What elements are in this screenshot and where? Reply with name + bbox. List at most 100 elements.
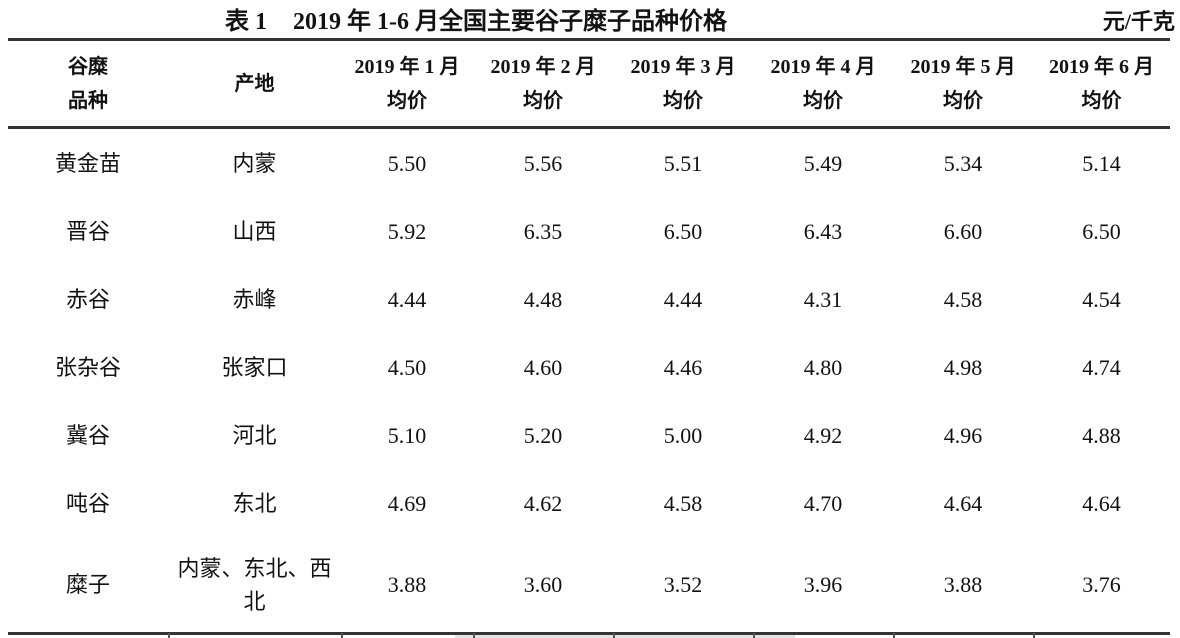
table-caption-bar: 表 1 2019 年 1-6 月全国主要谷子糜子品种价格 元/千克 [0, 5, 1180, 39]
rule-joint-tick [893, 633, 895, 638]
price-cell: 4.58 [663, 490, 703, 516]
table-row: 吨谷 东北 4.69 4.62 4.58 4.70 4.64 4.64 [8, 469, 1170, 537]
col-header-month-1: 2019 年 1 月 均价 [341, 40, 473, 128]
col-header-month-6-line1: 2019 年 6 月 [1049, 55, 1154, 78]
origin-cell: 内蒙 [232, 150, 277, 176]
price-cell: 3.52 [663, 572, 703, 597]
col-header-month-2-line2: 均价 [523, 89, 563, 112]
variety-cell: 晋谷 [65, 218, 110, 244]
price-cell: 3.96 [803, 572, 843, 597]
price-cell: 4.58 [943, 286, 983, 312]
price-cell: 4.48 [523, 286, 563, 312]
header-row: 谷糜 品种 产地 2019 年 1 月 均价 2019 年 2 月 均价 201… [8, 40, 1170, 128]
variety-cell: 吨谷 [65, 490, 110, 516]
origin-cell: 东北 [232, 490, 277, 516]
price-cell: 4.64 [943, 490, 983, 516]
variety-cell: 糜子 [65, 572, 110, 597]
price-cell: 5.20 [523, 422, 563, 448]
table-row: 晋谷 山西 5.92 6.35 6.50 6.43 6.60 6.50 [8, 197, 1170, 265]
table-row: 黄金苗 内蒙 5.50 5.56 5.51 5.49 5.34 5.14 [8, 128, 1170, 198]
price-cell: 5.56 [523, 150, 563, 176]
price-cell: 4.44 [387, 286, 427, 312]
rule-joint-tick [168, 633, 170, 638]
price-cell: 6.50 [1082, 218, 1121, 244]
table-row: 冀谷 河北 5.10 5.20 5.00 4.92 4.96 4.88 [8, 401, 1170, 469]
price-cell: 5.34 [943, 150, 983, 176]
col-header-variety-line2: 品种 [68, 89, 108, 112]
col-header-month-3: 2019 年 3 月 均价 [613, 40, 753, 128]
price-cell: 5.50 [387, 150, 427, 176]
col-header-month-6: 2019 年 6 月 均价 [1033, 40, 1170, 128]
scan-artifact-band [455, 635, 795, 638]
origin-cell: 山西 [232, 218, 277, 244]
price-cell: 3.88 [943, 572, 983, 597]
price-cell: 4.64 [1082, 490, 1121, 516]
col-header-month-3-line2: 均价 [663, 89, 703, 112]
price-cell: 4.46 [663, 354, 703, 380]
price-cell: 4.60 [523, 354, 563, 380]
price-cell: 4.80 [803, 354, 843, 380]
rule-joint-tick [1033, 633, 1035, 638]
col-header-month-5-line2: 均价 [943, 89, 983, 112]
variety-cell: 张杂谷 [54, 354, 121, 380]
table-title-text: 2019 年 1-6 月全国主要谷子糜子品种价格 [293, 9, 727, 35]
price-cell: 3.60 [523, 572, 563, 597]
price-cell: 4.31 [803, 286, 843, 312]
table-row: 赤谷 赤峰 4.44 4.48 4.44 4.31 4.58 4.54 [8, 265, 1170, 333]
price-cell: 5.51 [663, 150, 703, 176]
price-cell: 4.62 [523, 490, 563, 516]
rule-joint-tick [613, 633, 615, 638]
col-header-month-3-line1: 2019 年 3 月 [630, 55, 736, 78]
unit-label: 元/千克 [1102, 9, 1175, 34]
price-cell: 4.74 [1082, 354, 1121, 380]
price-cell: 5.14 [1082, 150, 1121, 176]
variety-cell: 赤谷 [65, 286, 110, 312]
origin-cell: 河北 [232, 422, 277, 448]
table-header: 谷糜 品种 产地 2019 年 1 月 均价 2019 年 2 月 均价 201… [8, 40, 1170, 128]
col-header-variety: 谷糜 品种 [8, 40, 168, 128]
variety-cell: 黄金苗 [54, 150, 121, 176]
price-cell: 4.88 [1082, 422, 1121, 448]
col-header-month-5: 2019 年 5 月 均价 [893, 40, 1033, 128]
price-cell: 4.70 [803, 490, 843, 516]
table-title: 表 1 2019 年 1-6 月全国主要谷子糜子品种价格 [225, 5, 727, 39]
rule-joint-tick [753, 633, 755, 638]
col-header-month-5-line1: 2019 年 5 月 [910, 55, 1016, 78]
price-cell: 4.92 [803, 422, 843, 448]
col-header-variety-line1: 谷糜 [68, 55, 108, 78]
rule-joint-tick [341, 633, 343, 638]
price-table: 谷糜 品种 产地 2019 年 1 月 均价 2019 年 2 月 均价 201… [8, 38, 1170, 635]
price-cell: 4.44 [663, 286, 703, 312]
price-cell: 4.54 [1082, 286, 1121, 312]
price-cell: 5.10 [387, 422, 427, 448]
rule-joint-tick [473, 633, 475, 638]
price-cell: 6.50 [663, 218, 703, 244]
col-header-month-1-line2: 均价 [387, 89, 427, 112]
col-header-month-2: 2019 年 2 月 均价 [473, 40, 613, 128]
col-header-month-6-line2: 均价 [1081, 89, 1122, 112]
origin-cell: 赤峰 [232, 286, 277, 312]
col-header-month-2-line1: 2019 年 2 月 [490, 55, 596, 78]
price-cell: 6.60 [943, 218, 983, 244]
price-cell: 3.76 [1082, 572, 1121, 597]
price-cell: 4.69 [387, 490, 427, 516]
price-cell: 5.49 [803, 150, 843, 176]
price-cell: 4.98 [943, 354, 983, 380]
origin-cell: 张家口 [221, 354, 288, 380]
table-number-label: 表 1 [225, 9, 267, 35]
col-header-month-4: 2019 年 4 月 均价 [753, 40, 893, 128]
price-cell: 5.00 [663, 422, 703, 448]
col-header-origin: 产地 [234, 72, 275, 95]
price-cell: 6.35 [523, 218, 563, 244]
variety-cell: 冀谷 [65, 422, 110, 448]
table-body: 黄金苗 内蒙 5.50 5.56 5.51 5.49 5.34 5.14 晋谷 … [8, 128, 1170, 634]
price-cell: 5.92 [387, 218, 427, 244]
price-cell: 3.88 [387, 572, 427, 597]
col-header-month-4-line2: 均价 [803, 89, 843, 112]
price-cell: 4.50 [387, 354, 427, 380]
table-row: 张杂谷 张家口 4.50 4.60 4.46 4.80 4.98 4.74 [8, 333, 1170, 401]
price-cell: 6.43 [803, 218, 843, 244]
col-header-month-4-line1: 2019 年 4 月 [770, 55, 876, 78]
col-header-month-1-line1: 2019 年 1 月 [354, 55, 460, 78]
